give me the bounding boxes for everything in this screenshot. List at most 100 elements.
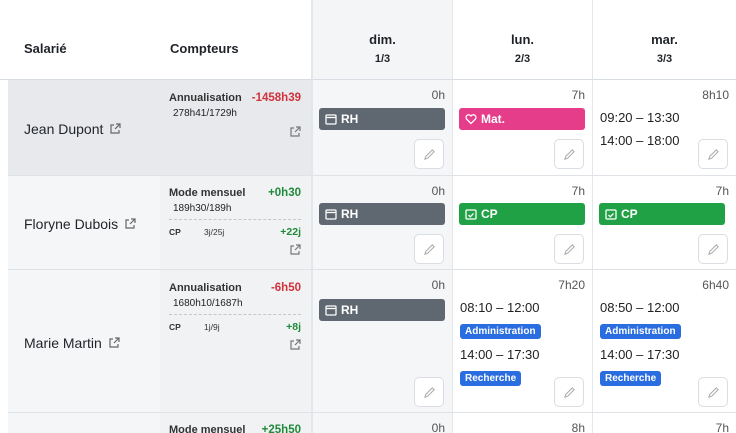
header-counters: Compteurs <box>160 0 312 80</box>
employee-name-link[interactable]: Floryne Dubois <box>24 216 136 232</box>
day-name: lun. <box>510 32 535 47</box>
day-header-sunday[interactable]: dim. 1/3 <box>312 0 452 80</box>
day-cell[interactable]: 7h CP <box>592 176 736 270</box>
cp-detail: 3j/25j <box>204 227 225 237</box>
day-hours: 0h <box>431 184 445 198</box>
tag-label: RH <box>341 112 359 126</box>
cp-balance: +8j <box>286 321 301 333</box>
counter-balance: +25h50 <box>261 424 301 433</box>
rh-tag[interactable]: RH <box>319 299 445 321</box>
external-link-icon[interactable] <box>108 337 120 349</box>
employee-name-link[interactable]: Jean Dupont <box>24 121 122 137</box>
edit-button[interactable] <box>698 139 728 169</box>
tag-label: CP <box>621 207 638 221</box>
counter-detail: 1680h10/1687h <box>173 298 243 309</box>
activity-badge: Administration <box>460 324 541 339</box>
edit-button[interactable] <box>554 139 584 169</box>
edit-button[interactable] <box>414 377 444 407</box>
header-employee: Salarié <box>0 0 160 80</box>
day-cell[interactable]: 6h40 08:50 – 12:00 Administration 14:00 … <box>592 270 736 413</box>
header-employee-label: Salarié <box>24 41 67 56</box>
day-hours: 0h <box>431 88 445 102</box>
tag-label: CP <box>481 207 498 221</box>
rh-tag[interactable]: RH <box>319 203 445 225</box>
time-slot: 08:10 – 12:00 <box>460 300 540 315</box>
employee-name: Floryne Dubois <box>24 216 119 232</box>
edit-button[interactable] <box>698 234 728 264</box>
pencil-icon <box>423 386 435 398</box>
activity-badge: Recherche <box>460 371 522 386</box>
cp-balance: +22j <box>280 226 301 238</box>
pencil-icon <box>707 386 719 398</box>
counter-mode: Annualisation <box>169 92 242 104</box>
employee-name-link[interactable]: Marie Martin <box>24 335 120 351</box>
maternity-tag[interactable]: Mat. <box>459 108 585 130</box>
counter-detail: 278h41/1729h <box>173 108 237 119</box>
day-cell[interactable]: 8h <box>452 413 592 433</box>
employee-cell <box>8 413 160 433</box>
external-link-icon[interactable] <box>289 126 301 138</box>
day-header-tuesday[interactable]: mar. 3/3 <box>592 0 736 80</box>
pencil-icon <box>423 148 435 160</box>
edit-button[interactable] <box>414 234 444 264</box>
day-hours: 7h <box>571 88 585 102</box>
day-hours: 8h <box>571 421 585 433</box>
calendar-check-icon <box>605 209 617 220</box>
counters-cell: Annualisation -1458h39 278h41/1729h <box>160 80 312 176</box>
time-slot: 09:20 – 13:30 <box>600 110 680 125</box>
time-slot: 08:50 – 12:00 <box>600 300 680 315</box>
counter-balance: -1458h39 <box>251 92 301 104</box>
rh-tag[interactable]: RH <box>319 108 445 130</box>
pencil-icon <box>563 148 575 160</box>
day-cell[interactable]: 8h10 09:20 – 13:30 14:00 – 18:00 <box>592 80 736 176</box>
counters-cell: Mode mensuel +0h30 189h30/189h CP 3j/25j… <box>160 176 312 270</box>
cp-tag[interactable]: CP <box>459 203 585 225</box>
activity-badge: Administration <box>600 324 681 339</box>
counter-balance: -6h50 <box>270 282 301 294</box>
counter-balance: +0h30 <box>268 187 301 199</box>
pencil-icon <box>707 148 719 160</box>
day-hours: 7h <box>715 421 729 433</box>
day-date: 2/3 <box>514 53 531 65</box>
employee-cell: Marie Martin <box>8 270 160 413</box>
external-link-icon[interactable] <box>289 339 301 351</box>
day-hours: 7h20 <box>558 278 585 292</box>
calendar-icon <box>325 209 337 220</box>
pencil-icon <box>707 243 719 255</box>
day-cell[interactable]: 7h <box>592 413 736 433</box>
day-cell[interactable]: 7h20 08:10 – 12:00 Administration 14:00 … <box>452 270 592 413</box>
day-cell[interactable]: 0h RH <box>312 176 452 270</box>
external-link-icon[interactable] <box>124 218 136 230</box>
day-date: 3/3 <box>656 53 673 65</box>
counter-mode: Mode mensuel <box>169 187 246 199</box>
day-cell[interactable]: 7h Mat. <box>452 80 592 176</box>
external-link-icon[interactable] <box>109 123 122 135</box>
heart-icon <box>465 114 477 125</box>
edit-button[interactable] <box>554 234 584 264</box>
cp-label: CP <box>169 227 181 237</box>
counters-cell: Mode mensuel +25h50 <box>160 413 312 433</box>
day-cell[interactable]: 0h <box>312 413 452 433</box>
employee-cell: Jean Dupont <box>8 80 160 176</box>
day-name: dim. <box>369 32 396 47</box>
day-cell[interactable]: 0h RH <box>312 80 452 176</box>
day-name: mar. <box>651 32 678 47</box>
edit-button[interactable] <box>698 377 728 407</box>
time-slot: 14:00 – 17:30 <box>460 347 540 362</box>
pencil-icon <box>423 243 435 255</box>
external-link-icon[interactable] <box>289 244 301 256</box>
edit-button[interactable] <box>414 139 444 169</box>
day-header-monday[interactable]: lun. 2/3 <box>452 0 592 80</box>
edit-button[interactable] <box>554 377 584 407</box>
cp-label: CP <box>169 322 181 332</box>
cp-tag[interactable]: CP <box>599 203 725 225</box>
day-hours: 0h <box>431 278 445 292</box>
time-slot: 14:00 – 18:00 <box>600 133 680 148</box>
day-cell[interactable]: 0h RH <box>312 270 452 413</box>
employee-name: Jean Dupont <box>24 121 104 137</box>
pencil-icon <box>563 386 575 398</box>
counter-detail: 189h30/189h <box>173 203 232 214</box>
calendar-icon <box>325 305 337 316</box>
day-cell[interactable]: 7h CP <box>452 176 592 270</box>
tag-label: Mat. <box>481 112 505 126</box>
